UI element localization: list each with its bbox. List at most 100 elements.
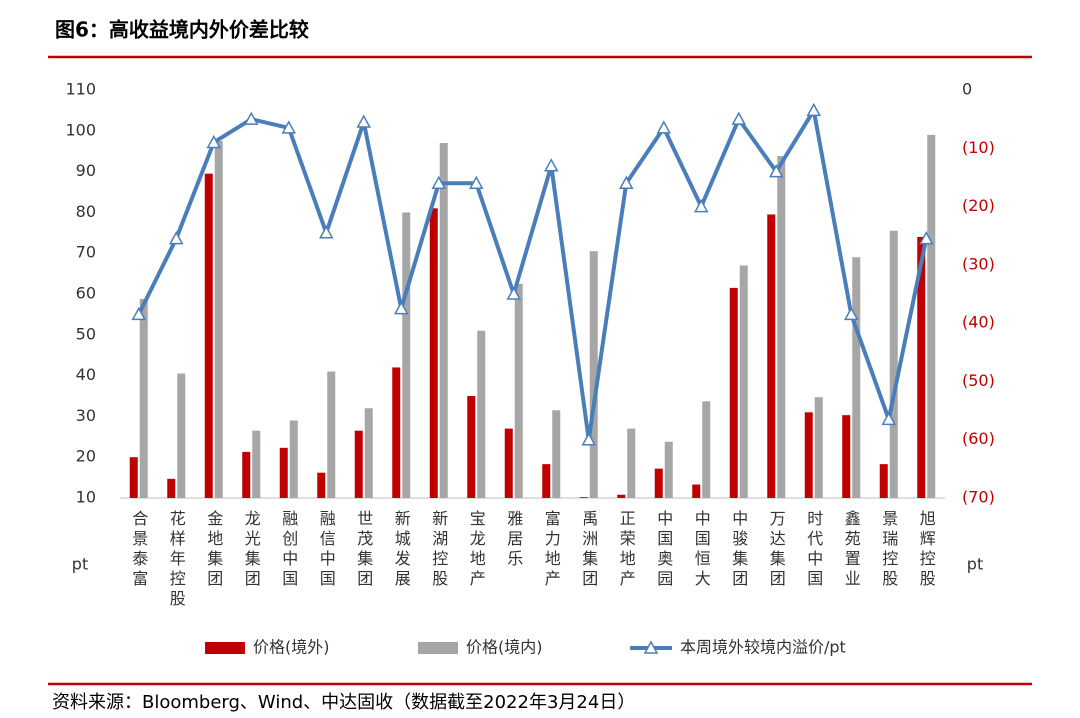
bar xyxy=(504,428,513,498)
y-tick-label: 110 xyxy=(65,80,96,99)
bar xyxy=(552,410,561,498)
y2-tick-label: (70) xyxy=(962,488,995,507)
bar xyxy=(214,141,223,498)
x-tick-label: 正荣地产 xyxy=(617,510,636,590)
bar xyxy=(627,428,636,498)
line-marker xyxy=(543,158,559,172)
bar xyxy=(814,397,823,498)
y-axis-label: pt xyxy=(72,555,88,574)
bar xyxy=(654,468,663,498)
x-tick-label: 富力地产 xyxy=(542,510,561,590)
y2-tick-label: (30) xyxy=(962,254,995,273)
y-tick-label: 10 xyxy=(76,488,96,507)
y2-tick-label: (50) xyxy=(962,371,995,390)
bar xyxy=(852,257,861,498)
line-marker xyxy=(206,134,222,149)
bar xyxy=(317,472,326,498)
bar xyxy=(177,373,186,498)
x-tick-label: 万达集团 xyxy=(767,510,786,590)
bar xyxy=(354,430,363,498)
bar xyxy=(204,173,213,498)
bar xyxy=(429,208,438,498)
x-tick-label: 合景泰富 xyxy=(129,510,148,590)
x-tick-label: 鑫苑置业 xyxy=(842,509,861,590)
line-marker xyxy=(618,175,634,190)
bar xyxy=(664,441,673,498)
x-tick-label: 旭辉控股 xyxy=(917,510,936,590)
x-tick-label: 中国奥园 xyxy=(654,510,673,590)
line-marker xyxy=(468,175,484,190)
x-tick-label: 禹洲集团 xyxy=(579,510,598,590)
bar xyxy=(242,451,251,498)
bar xyxy=(927,134,936,498)
line-marker xyxy=(243,111,259,125)
bar xyxy=(439,143,448,499)
bar xyxy=(542,464,551,498)
y2-tick-label: (40) xyxy=(962,313,995,332)
bar xyxy=(167,478,176,498)
x-tick-label: 景瑞控股 xyxy=(879,510,898,590)
line xyxy=(136,108,929,442)
y2-tick-label: (20) xyxy=(962,196,995,215)
line-marker xyxy=(731,111,747,125)
y2-tick-label: (10) xyxy=(962,138,995,157)
y-tick-label: 60 xyxy=(76,284,96,303)
y-tick-label: 20 xyxy=(76,447,96,466)
source: 资料来源：Bloomberg、Wind、中达固收（数据截至2022年3月24日） xyxy=(52,692,635,713)
bar xyxy=(514,283,523,498)
line-marker xyxy=(506,286,522,300)
bar xyxy=(729,287,738,498)
bar xyxy=(139,298,148,498)
line-marker xyxy=(168,231,184,245)
bar xyxy=(739,265,748,498)
bar xyxy=(289,420,298,498)
y-tick-label: 30 xyxy=(76,406,96,425)
x-tick-label: 花样年控股 xyxy=(167,510,186,610)
line-marker xyxy=(843,306,859,321)
bar xyxy=(702,401,711,498)
x-tick-label: 宝龙地产 xyxy=(467,510,486,590)
x-tick-label: 时代中国 xyxy=(804,510,823,590)
y2-axis-label: pt xyxy=(967,555,983,574)
line-marker xyxy=(318,225,334,239)
line-marker xyxy=(806,102,822,117)
line-marker xyxy=(356,114,372,128)
x-tick-label: 金地集团 xyxy=(204,510,223,590)
line-marker xyxy=(656,120,672,134)
x-tick-label: 中国恒大 xyxy=(692,510,711,590)
bar xyxy=(804,412,813,498)
x-tick-label: 融创中国 xyxy=(279,510,298,590)
bar xyxy=(842,415,851,498)
bar xyxy=(402,212,411,498)
bar xyxy=(129,457,138,498)
x-tick-label: 世茂集团 xyxy=(354,510,373,590)
y-tick-label: 80 xyxy=(76,202,96,221)
bar xyxy=(879,464,888,498)
line-marker xyxy=(768,164,784,178)
bar xyxy=(889,230,898,498)
y-tick-label: 90 xyxy=(76,161,96,180)
bar xyxy=(279,447,288,498)
legend-label: 价格(境内) xyxy=(466,638,543,657)
line-marker xyxy=(881,411,897,426)
x-tick-label: 龙光集团 xyxy=(242,510,261,590)
bar xyxy=(392,367,401,498)
legend-swatch xyxy=(418,642,458,654)
bar xyxy=(467,396,476,498)
bar xyxy=(477,330,486,498)
bar xyxy=(364,408,373,498)
chart-title: 图6：高收益境内外价差比较 xyxy=(55,18,309,42)
bar xyxy=(589,251,598,498)
x-tick-label: 新湖控股 xyxy=(429,510,448,590)
y-tick-label: 100 xyxy=(65,120,96,139)
legend-label: 价格(境外) xyxy=(253,638,330,657)
legend-label: 本周境外较境内溢价/pt xyxy=(680,638,846,657)
line-marker xyxy=(131,306,147,321)
bar xyxy=(917,236,926,498)
line-marker xyxy=(581,432,597,446)
x-tick-label: 中骏集团 xyxy=(729,510,748,590)
bar xyxy=(767,214,776,498)
legend-swatch xyxy=(205,642,245,654)
line-marker xyxy=(918,231,934,245)
